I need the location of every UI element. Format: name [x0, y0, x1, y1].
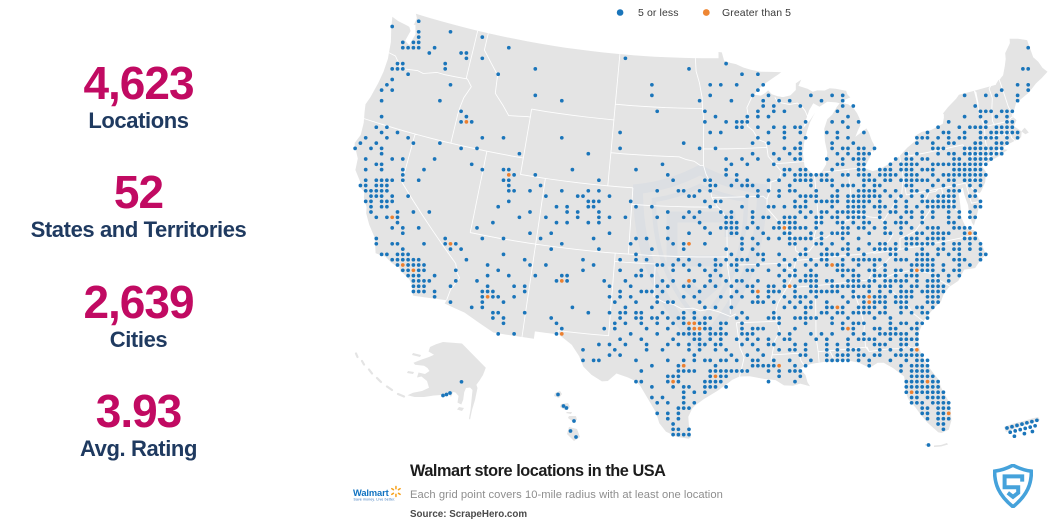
svg-text:Save money. Live better.: Save money. Live better. [354, 497, 396, 501]
svg-text:Walmart: Walmart [353, 488, 389, 498]
